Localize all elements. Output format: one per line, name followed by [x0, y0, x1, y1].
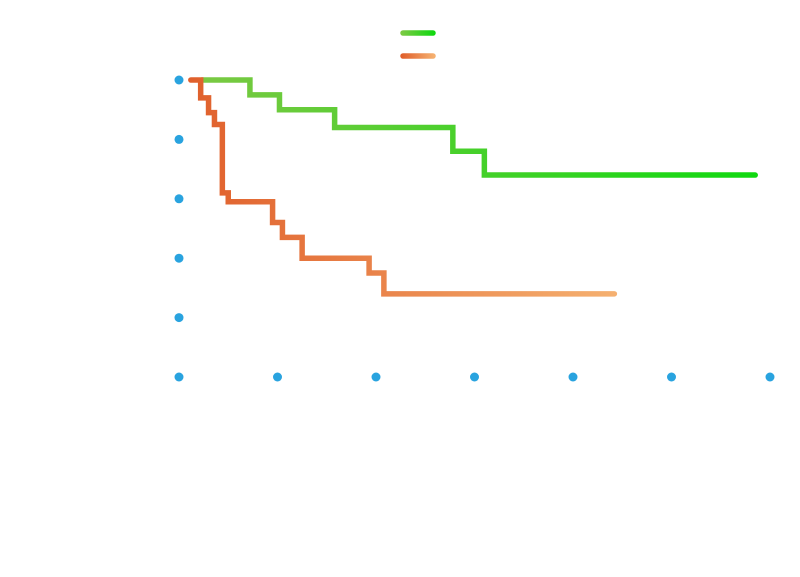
y-tick-marker [174, 253, 184, 263]
x-tick-marker [568, 372, 578, 382]
legend [400, 30, 436, 59]
y-tick-marker [174, 313, 184, 323]
plot-area [188, 77, 758, 297]
series-2-line [188, 77, 618, 297]
x-tick-marker [667, 372, 676, 382]
x-tick-marker [273, 372, 282, 382]
y-tick-marker [174, 194, 184, 204]
y-tick-marker [174, 75, 184, 85]
y-tick-marker [174, 134, 184, 144]
x-tick-marker [470, 372, 479, 382]
axis-ticks [174, 75, 775, 382]
series-1-line [198, 77, 758, 178]
x-tick-marker [371, 372, 381, 382]
x-tick-marker [765, 372, 775, 382]
y-tick-marker [174, 372, 184, 382]
